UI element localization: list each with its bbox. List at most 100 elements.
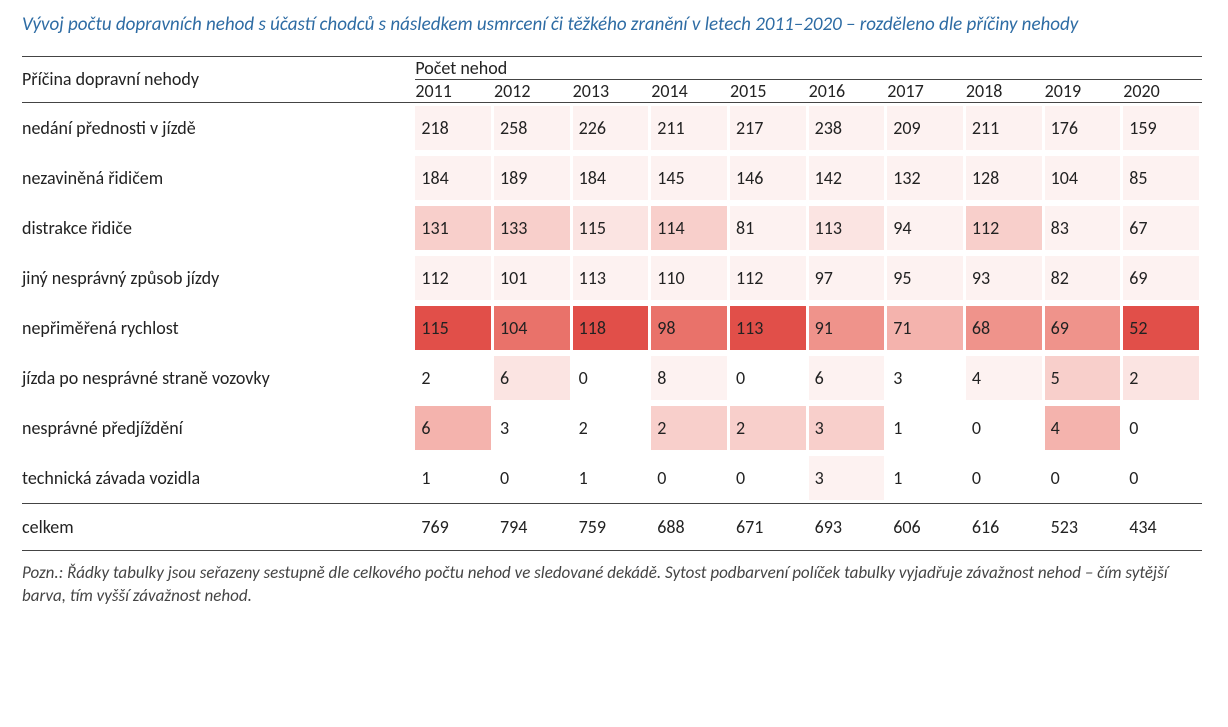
cell-value: 98 [651,306,727,350]
cell-value: 3 [809,456,885,500]
column-group-header: Počet nehod [415,56,1202,79]
table-head: Příčina dopravní nehody Počet nehod 2011… [22,56,1202,102]
table-cell: 131 [415,203,494,253]
total-cell: 688 [651,503,730,550]
table-footnote: Pozn.: Řádky tabulky jsou seřazeny sestu… [22,561,1202,609]
table-cell: 145 [651,153,730,203]
cell-value: 217 [730,106,806,150]
cell-value: 83 [1045,206,1121,250]
table-cell: 128 [966,153,1045,203]
table-cell: 3 [887,353,966,403]
cell-value: 0 [573,356,649,400]
table-cell: 110 [651,253,730,303]
table-row: nezaviněná řidičem1841891841451461421321… [22,153,1202,203]
year-header: 2015 [730,79,809,102]
cell-value: 104 [1045,156,1121,200]
table-cell: 2 [415,353,494,403]
page: Vývoj počtu dopravních nehod s účastí ch… [0,0,1228,628]
cell-value: 69 [1045,306,1121,350]
cell-value: 2 [573,406,649,450]
cell-value: 258 [494,106,570,150]
cell-value: 6 [809,356,885,400]
table-cell: 113 [730,303,809,353]
cell-value: 67 [1123,206,1199,250]
cell-value: 52 [1123,306,1199,350]
table-cell: 94 [887,203,966,253]
cell-value: 97 [809,256,885,300]
table-cell: 132 [887,153,966,203]
cell-value: 2 [730,406,806,450]
cell-value: 104 [494,306,570,350]
table-cell: 258 [494,102,573,153]
table-cell: 118 [573,303,652,353]
cell-value: 2 [415,356,491,400]
row-label: technická závada vozidla [22,453,415,504]
cell-value: 145 [651,156,727,200]
table-cell: 189 [494,153,573,203]
cell-value: 176 [1045,106,1121,150]
table-cell: 69 [1045,303,1124,353]
cell-value: 1 [887,406,963,450]
cell-value: 211 [651,106,727,150]
table-cell: 83 [1045,203,1124,253]
table-cell: 4 [966,353,1045,403]
table-cell: 0 [494,453,573,504]
cell-value: 82 [1045,256,1121,300]
cell-value: 3 [887,356,963,400]
cell-value: 69 [1123,256,1199,300]
table-cell: 3 [494,403,573,453]
row-label: jízda po nesprávné straně vozovky [22,353,415,403]
cell-value: 1 [415,456,491,500]
cell-value: 4 [1045,406,1121,450]
table-cell: 133 [494,203,573,253]
row-label: nepřiměřená rychlost [22,303,415,353]
table-body: nedání přednosti v jízdě2182582262112172… [22,102,1202,550]
table-cell: 5 [1045,353,1124,403]
table-cell: 52 [1123,303,1202,353]
year-header: 2020 [1123,79,1202,102]
figure-title: Vývoj počtu dopravních nehod s účastí ch… [22,12,1202,38]
table-row: nepřiměřená rychlost11510411898113917168… [22,303,1202,353]
table-cell: 113 [809,203,888,253]
table-cell: 146 [730,153,809,203]
year-header: 2013 [573,79,652,102]
table-cell: 0 [730,453,809,504]
row-label: nedání přednosti v jízdě [22,102,415,153]
table-cell: 3 [809,403,888,453]
year-header: 2016 [809,79,888,102]
accidents-table: Příčina dopravní nehody Počet nehod 2011… [22,56,1202,551]
cell-value: 95 [887,256,963,300]
table-cell: 101 [494,253,573,303]
table-cell: 112 [415,253,494,303]
table-cell: 85 [1123,153,1202,203]
cell-value: 0 [651,456,727,500]
cell-value: 2 [1123,356,1199,400]
cell-value: 6 [415,406,491,450]
table-cell: 93 [966,253,1045,303]
cell-value: 238 [809,106,885,150]
cell-value: 133 [494,206,570,250]
cell-value: 81 [730,206,806,250]
cell-value: 91 [809,306,885,350]
cell-value: 8 [651,356,727,400]
cell-value: 112 [415,256,491,300]
table-row: nedání přednosti v jízdě2182582262112172… [22,102,1202,153]
cell-value: 113 [730,306,806,350]
cell-value: 3 [809,406,885,450]
table-cell: 184 [573,153,652,203]
table-cell: 0 [1045,453,1124,504]
cell-value: 189 [494,156,570,200]
table-cell: 82 [1045,253,1124,303]
table-cell: 0 [730,353,809,403]
total-cell: 671 [730,503,809,550]
row-header-label: Příčina dopravní nehody [22,56,415,102]
cell-value: 101 [494,256,570,300]
cell-value: 6 [494,356,570,400]
table-row: nesprávné předjíždění6322231040 [22,403,1202,453]
table-cell: 142 [809,153,888,203]
total-cell: 606 [887,503,966,550]
cell-value: 0 [1045,456,1121,500]
table-cell: 112 [966,203,1045,253]
cell-value: 115 [573,206,649,250]
cell-value: 0 [730,456,806,500]
